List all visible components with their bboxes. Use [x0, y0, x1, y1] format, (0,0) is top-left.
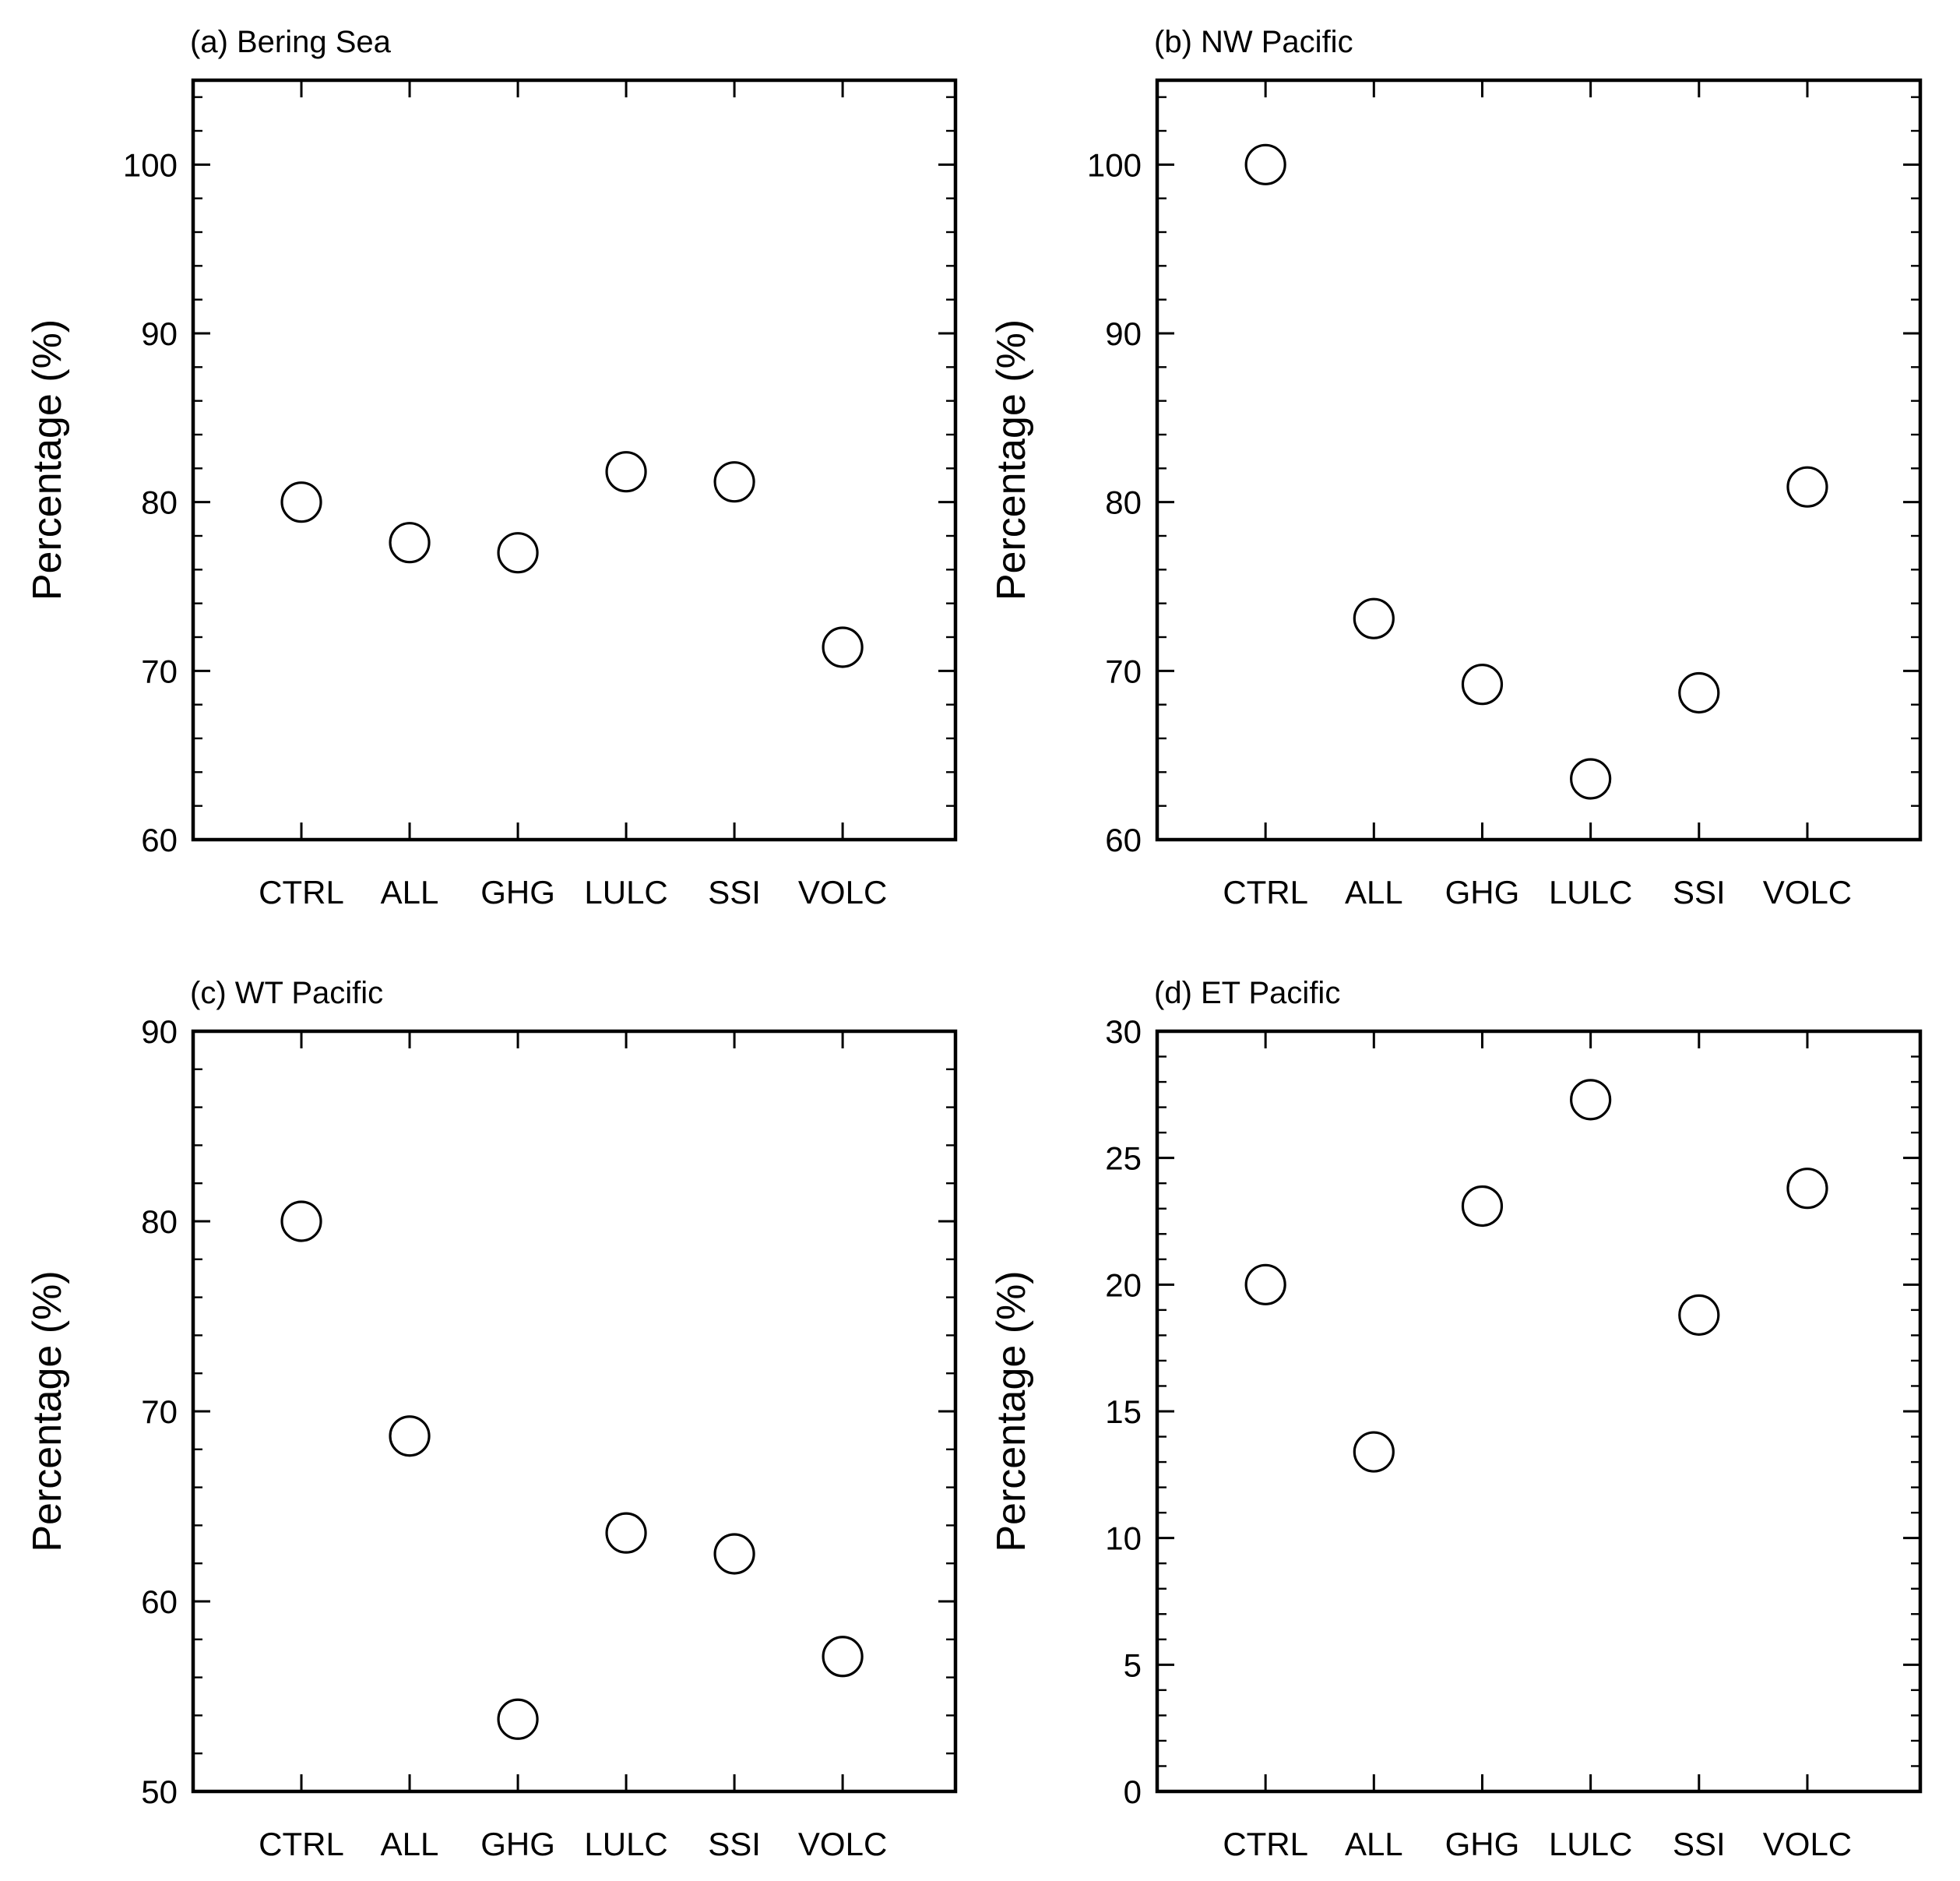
x-tick-label-ctrl: CTRL [1223, 1826, 1308, 1862]
x-tick-label-ghg: GHG [1445, 1826, 1520, 1862]
data-point-all [389, 1415, 431, 1457]
y-tick-label: 90 [1105, 315, 1142, 352]
data-point-all [1353, 597, 1395, 639]
panel-title: (c) WT Pacific [190, 976, 383, 1010]
y-tick-label: 70 [141, 653, 178, 689]
plot-frame [191, 1029, 958, 1794]
y-tick-label: 100 [1087, 146, 1142, 183]
y-tick-label: 80 [141, 484, 178, 521]
panel-title: (d) ET Pacific [1154, 976, 1340, 1010]
x-tick-label-volc: VOLC [798, 1826, 887, 1862]
x-tick-label-all: ALL [1345, 1826, 1403, 1862]
y-tick-label: 60 [1105, 822, 1142, 858]
x-tick-label-ctrl: CTRL [1223, 874, 1308, 911]
data-point-ssi [1678, 1294, 1720, 1336]
y-tick-label: 10 [1105, 1520, 1142, 1557]
y-tick-label: 90 [141, 1013, 178, 1050]
y-axis-title: Percentage (%) [25, 1270, 70, 1552]
data-point-ssi [713, 461, 755, 503]
y-tick-label: 90 [141, 315, 178, 352]
y-tick-label: 60 [141, 1583, 178, 1620]
data-point-ghg [1461, 664, 1504, 706]
data-point-lulc [1570, 1079, 1612, 1121]
data-point-ghg [1461, 1185, 1504, 1228]
data-point-lulc [605, 451, 647, 493]
x-tick-label-ghg: GHG [1445, 874, 1520, 911]
x-tick-label-ssi: SSI [1673, 1826, 1726, 1862]
data-point-ctrl [280, 481, 322, 523]
y-tick-label: 100 [123, 146, 178, 183]
y-tick-label: 70 [1105, 653, 1142, 689]
panel-title: (a) Bering Sea [190, 25, 392, 59]
x-tick-label-ghg: GHG [480, 874, 555, 911]
x-tick-label-volc: VOLC [798, 874, 887, 911]
y-axis-title: Percentage (%) [989, 1270, 1034, 1552]
data-point-ssi [713, 1533, 755, 1575]
y-tick-label: 25 [1105, 1140, 1142, 1177]
data-point-all [1353, 1431, 1395, 1473]
data-point-volc [822, 626, 864, 668]
y-tick-label: 20 [1105, 1266, 1142, 1303]
y-tick-label: 80 [1105, 484, 1142, 521]
data-point-ghg [497, 532, 539, 574]
y-tick-label: 60 [141, 822, 178, 858]
x-tick-label-ssi: SSI [708, 1826, 761, 1862]
y-tick-label: 5 [1124, 1647, 1142, 1683]
plot-frame [191, 78, 958, 842]
y-axis-title: Percentage (%) [989, 319, 1034, 601]
x-tick-label-ctrl: CTRL [259, 1826, 344, 1862]
x-tick-label-all: ALL [381, 1826, 439, 1862]
data-point-volc [1786, 466, 1828, 508]
x-tick-label-ssi: SSI [1673, 874, 1726, 911]
plot-frame [1155, 78, 1923, 842]
data-point-ssi [1678, 671, 1720, 714]
y-axis-title: Percentage (%) [25, 319, 70, 601]
panel-title: (b) NW Pacific [1154, 25, 1353, 59]
x-tick-label-ctrl: CTRL [259, 874, 344, 911]
y-tick-label: 15 [1105, 1393, 1142, 1430]
chart-panel-c: 50 60 70 80 90 CTRL ALL GHG LULC SSI VOLC (c) WT Pa… [25, 976, 958, 1862]
data-point-ctrl [1244, 1263, 1286, 1305]
data-point-ctrl [280, 1200, 322, 1242]
data-point-all [389, 522, 431, 564]
x-tick-label-volc: VOLC [1763, 874, 1852, 911]
x-tick-label-ssi: SSI [708, 874, 761, 911]
chart-panel-b: 60 70 80 90 100 CTRL ALL GHG LULC SSI VOLC (b) NW P… [989, 25, 1923, 911]
data-point-volc [822, 1636, 864, 1678]
y-tick-label: 0 [1124, 1774, 1142, 1810]
data-point-volc [1786, 1168, 1828, 1210]
x-tick-label-lulc: LULC [584, 874, 667, 911]
x-tick-label-ghg: GHG [480, 1826, 555, 1862]
data-point-lulc [605, 1512, 647, 1554]
data-point-ghg [497, 1698, 539, 1740]
x-tick-label-lulc: LULC [584, 1826, 667, 1862]
x-tick-label-all: ALL [381, 874, 439, 911]
x-tick-label-volc: VOLC [1763, 1826, 1852, 1862]
y-tick-label: 80 [141, 1203, 178, 1240]
y-tick-label: 70 [141, 1393, 178, 1430]
x-tick-label-lulc: LULC [1549, 1826, 1632, 1862]
data-point-ctrl [1244, 143, 1286, 185]
x-tick-label-all: ALL [1345, 874, 1403, 911]
chart-panel-d: 0 5 10 15 20 25 30 CTRL ALL GHG LULC SSI VOLC (d) ET … [989, 976, 1923, 1862]
y-tick-label: 50 [141, 1774, 178, 1810]
x-tick-label-lulc: LULC [1549, 874, 1632, 911]
chart-panel-a: 60 70 80 90 100 CTRL ALL GHG LULC SSI VOLC (a) Beri… [25, 25, 958, 911]
data-point-lulc [1570, 758, 1612, 800]
plot-frame [1155, 1029, 1923, 1794]
y-tick-label: 30 [1105, 1013, 1142, 1050]
